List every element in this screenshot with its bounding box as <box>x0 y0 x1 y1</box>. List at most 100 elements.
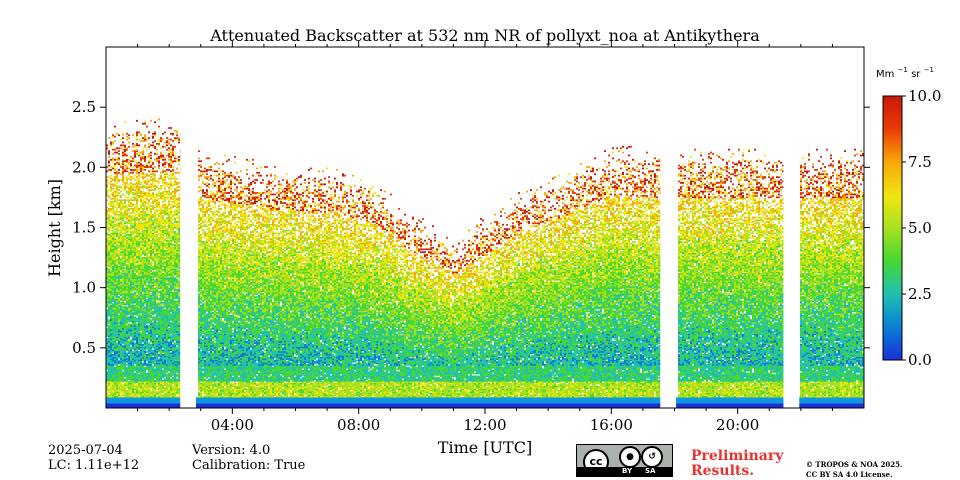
heat-cell <box>108 394 110 396</box>
heat-cell <box>110 215 112 217</box>
heat-cell <box>112 198 114 200</box>
heat-cell <box>108 227 110 229</box>
heat-cell <box>114 231 116 233</box>
heat-cell <box>112 134 114 136</box>
heat-cell <box>116 157 118 159</box>
heat-cell <box>112 192 114 194</box>
heat-cell <box>110 142 112 144</box>
heat-cell <box>110 178 112 180</box>
heat-cell <box>114 211 116 213</box>
near-surface-band <box>106 397 864 403</box>
heat-cell <box>110 233 112 235</box>
heat-cell <box>108 189 110 191</box>
heat-cell <box>110 166 112 168</box>
heat-cell <box>118 296 120 298</box>
heat-cell <box>118 185 120 187</box>
heat-cell <box>108 150 110 152</box>
heat-cell <box>114 149 116 151</box>
heat-cell <box>114 228 116 230</box>
heat-cell <box>112 183 114 185</box>
heat-cell <box>116 207 118 209</box>
heat-cell <box>116 342 118 344</box>
heat-cell <box>112 217 114 219</box>
heat-cell <box>108 389 110 391</box>
heat-cell <box>112 230 114 232</box>
heat-cell <box>108 137 110 139</box>
heat-cell <box>118 230 120 232</box>
heat-cell <box>110 198 112 200</box>
heat-cell <box>116 198 118 200</box>
heat-cell <box>108 182 110 184</box>
heat-cell <box>116 185 118 187</box>
heat-cell <box>114 189 116 191</box>
heat-cell <box>114 217 116 219</box>
heat-cell <box>112 166 114 168</box>
heat-cell <box>110 220 112 222</box>
heatmap-layer <box>106 118 864 408</box>
heat-cell <box>114 246 116 248</box>
heat-cell <box>108 319 110 321</box>
heat-cell <box>118 365 120 367</box>
heat-cell <box>112 354 114 356</box>
heat-cell <box>112 157 114 159</box>
heat-cell <box>112 149 114 151</box>
heat-cell <box>118 192 120 194</box>
heat-cell <box>110 175 112 177</box>
heat-cell <box>114 159 116 161</box>
heat-cell <box>114 183 116 185</box>
heat-cell <box>110 159 112 161</box>
heat-cell <box>112 201 114 203</box>
heat-cell <box>116 147 118 149</box>
heat-cell <box>108 169 110 171</box>
heat-cell <box>108 325 110 327</box>
heat-cell <box>108 214 110 216</box>
heat-cell <box>118 233 120 235</box>
heat-cell <box>112 178 114 180</box>
heat-cell <box>112 221 114 223</box>
heat-cell <box>118 266 120 268</box>
heat-cell <box>114 152 116 154</box>
heat-cell <box>112 162 114 164</box>
heat-cell <box>110 183 112 185</box>
heat-cell <box>110 208 112 210</box>
heat-cell <box>108 165 110 167</box>
heat-cell <box>118 179 120 181</box>
heat-cell <box>116 182 118 184</box>
heat-cell <box>118 360 120 362</box>
heat-cell <box>118 214 120 216</box>
heat-cell <box>112 303 114 305</box>
heat-cell <box>108 208 110 210</box>
heat-cell <box>116 133 118 135</box>
heat-cell <box>108 160 110 162</box>
heat-cell <box>108 234 110 236</box>
heat-cell <box>114 172 116 174</box>
heat-cell <box>112 142 114 144</box>
heat-cell <box>108 156 110 158</box>
heat-cell <box>114 224 116 226</box>
heat-cell <box>114 168 116 170</box>
heat-cell <box>116 259 118 261</box>
heat-cell <box>112 188 114 190</box>
heat-cell <box>110 194 112 196</box>
heat-cell <box>118 315 120 317</box>
heat-cell <box>118 250 120 252</box>
heat-cell <box>108 176 110 178</box>
heat-cell <box>110 181 112 183</box>
heat-cell <box>116 238 118 240</box>
heat-cell <box>114 136 116 138</box>
heat-cell <box>118 195 120 197</box>
heat-cell <box>108 269 110 271</box>
heat-cell <box>116 152 118 154</box>
heat-cell <box>118 189 120 191</box>
heat-cell <box>118 222 120 224</box>
heat-cell <box>114 195 116 197</box>
heat-cell <box>114 163 116 165</box>
heat-cell <box>110 270 112 272</box>
heat-cell <box>110 201 112 203</box>
heat-cell <box>110 230 112 232</box>
heat-cell <box>108 195 110 197</box>
heat-cell <box>114 140 116 142</box>
heat-cell <box>114 205 116 207</box>
heat-cell <box>118 218 120 220</box>
heat-cell <box>114 367 116 369</box>
